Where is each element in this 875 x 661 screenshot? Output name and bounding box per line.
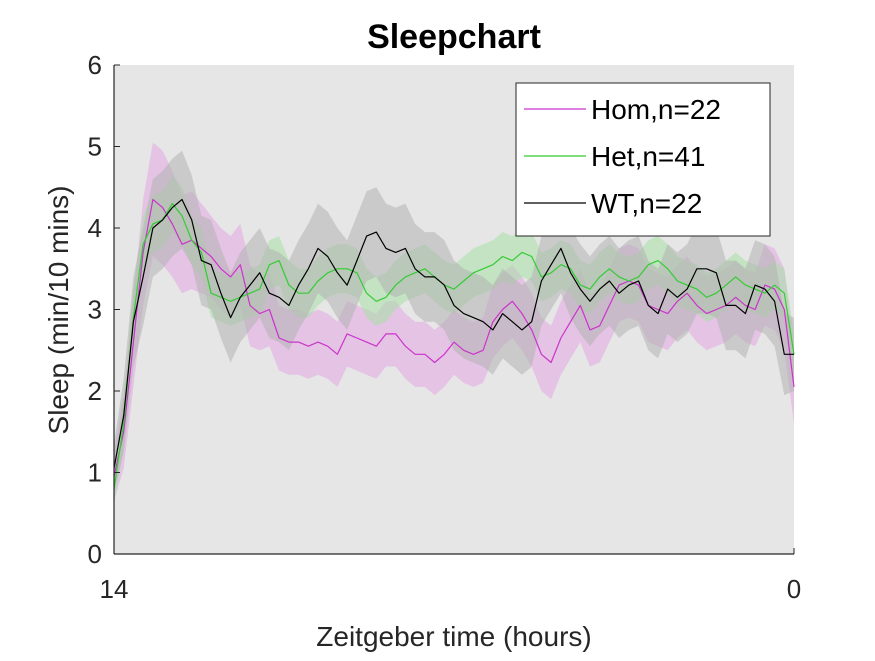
x-tick-label: 0 [787, 574, 801, 604]
series-line-2 [113, 198, 794, 469]
y-tick-label: 4 [88, 213, 102, 243]
x-tick-label: 14 [100, 574, 129, 604]
series-line-1 [113, 203, 795, 489]
error-band-2 [114, 150, 794, 493]
legend: Hom,n=22 Het,n=41 WT,n=22 [515, 82, 771, 237]
chart-title: Sleepchart [367, 18, 541, 56]
error-bands [114, 142, 794, 506]
x-axis-label: Zeitgeber time (hours) [316, 621, 591, 652]
axis-ticks: 0 1 2 3 4 5 6 14 0 [88, 50, 802, 604]
legend-label-2: WT,n=22 [591, 188, 702, 219]
y-axis-label: Sleep (min/10 mins) [43, 186, 74, 435]
y-tick-label: 6 [88, 50, 102, 80]
series-line-0 [113, 198, 795, 477]
y-tick-label: 5 [88, 132, 102, 162]
y-tick-label: 3 [88, 295, 102, 325]
legend-label-0: Hom,n=22 [591, 94, 721, 125]
legend-label-1: Het,n=41 [591, 141, 705, 172]
y-tick-label: 0 [88, 539, 102, 569]
series-lines [113, 198, 795, 489]
y-tick-label: 1 [88, 458, 102, 488]
y-tick-label: 2 [88, 376, 102, 406]
